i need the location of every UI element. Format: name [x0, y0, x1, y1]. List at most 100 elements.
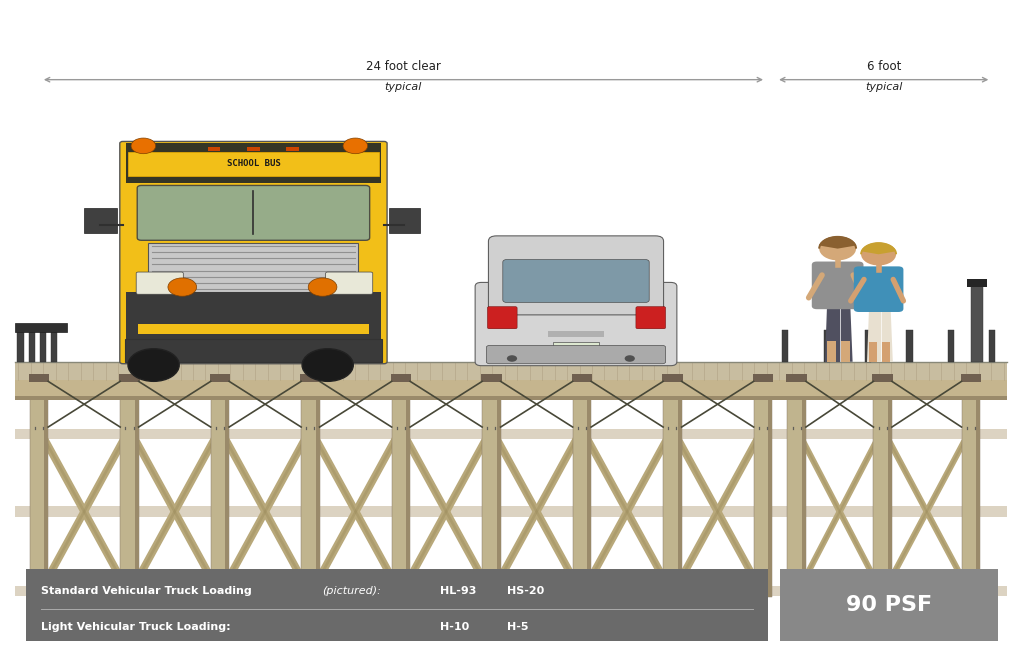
Circle shape — [131, 138, 156, 153]
Bar — [29, 326, 35, 362]
Bar — [211, 380, 229, 597]
Text: Standard Vehicular Truck Loading: Standard Vehicular Truck Loading — [41, 586, 252, 596]
Text: 6 foot: 6 foot — [866, 60, 901, 73]
Wedge shape — [819, 236, 856, 249]
Bar — [126, 144, 381, 183]
Bar — [873, 380, 892, 597]
Bar — [482, 380, 501, 597]
Bar — [841, 341, 850, 362]
FancyBboxPatch shape — [136, 272, 183, 295]
Bar — [548, 330, 604, 337]
Bar — [208, 147, 220, 151]
Bar — [823, 330, 829, 362]
Text: 90 PSF: 90 PSF — [846, 596, 933, 615]
Bar — [15, 378, 1007, 400]
Bar — [29, 374, 49, 382]
Bar — [967, 279, 987, 287]
Bar — [787, 380, 806, 597]
Circle shape — [128, 349, 179, 381]
FancyBboxPatch shape — [812, 261, 863, 309]
Bar — [663, 374, 683, 382]
Bar — [134, 380, 138, 597]
Bar — [390, 374, 411, 382]
Bar — [971, 283, 983, 362]
Bar — [51, 326, 57, 362]
Bar — [210, 374, 230, 382]
Bar — [753, 374, 773, 382]
Bar — [976, 380, 980, 597]
Bar — [15, 323, 67, 332]
Bar — [26, 569, 768, 641]
FancyBboxPatch shape — [475, 282, 677, 366]
Bar — [664, 380, 682, 597]
Bar — [300, 374, 321, 382]
Circle shape — [343, 138, 368, 153]
Bar — [30, 380, 48, 597]
Bar — [15, 507, 1007, 517]
Bar — [989, 330, 995, 362]
Text: (pictured):: (pictured): — [323, 586, 381, 596]
Bar — [248, 147, 260, 151]
Bar — [15, 586, 1007, 596]
FancyBboxPatch shape — [488, 236, 664, 315]
Text: typical: typical — [385, 82, 422, 91]
FancyBboxPatch shape — [486, 345, 666, 364]
Bar — [786, 374, 807, 382]
Bar — [315, 380, 319, 597]
Bar — [768, 380, 772, 597]
Bar — [301, 380, 319, 597]
FancyBboxPatch shape — [120, 142, 387, 364]
Circle shape — [308, 278, 337, 296]
Bar — [827, 341, 836, 362]
Bar — [391, 380, 410, 597]
Bar — [865, 330, 871, 362]
Bar — [553, 342, 598, 354]
Wedge shape — [861, 242, 896, 254]
Bar — [754, 380, 772, 597]
FancyBboxPatch shape — [503, 259, 649, 302]
Text: HS-20: HS-20 — [507, 586, 544, 596]
FancyBboxPatch shape — [326, 272, 373, 295]
FancyBboxPatch shape — [487, 307, 517, 329]
Text: 24 foot clear: 24 foot clear — [366, 60, 441, 73]
Bar — [678, 380, 682, 597]
Text: H-10: H-10 — [440, 622, 470, 632]
Bar — [17, 326, 24, 362]
Bar — [389, 208, 420, 232]
Bar — [40, 326, 46, 362]
Bar — [481, 374, 502, 382]
Text: SCHOOL BUS: SCHOOL BUS — [226, 159, 281, 168]
Bar — [572, 380, 591, 597]
Bar — [872, 374, 893, 382]
Bar — [948, 330, 954, 362]
Text: typical: typical — [865, 82, 902, 91]
Bar — [15, 429, 1007, 439]
Bar — [868, 342, 878, 362]
Bar — [44, 380, 48, 597]
Bar — [119, 374, 139, 382]
Circle shape — [507, 355, 517, 362]
Bar — [782, 330, 788, 362]
Circle shape — [302, 349, 353, 381]
Circle shape — [819, 237, 856, 261]
FancyBboxPatch shape — [636, 307, 666, 329]
Bar — [802, 380, 806, 597]
Circle shape — [861, 243, 896, 266]
Polygon shape — [841, 306, 853, 362]
Bar — [125, 340, 382, 362]
Polygon shape — [882, 309, 893, 362]
Polygon shape — [825, 306, 840, 362]
Bar — [906, 330, 912, 362]
Bar — [587, 380, 591, 597]
Bar — [120, 380, 138, 597]
Bar — [961, 374, 981, 382]
Bar — [497, 380, 501, 597]
FancyBboxPatch shape — [137, 185, 370, 240]
Bar — [780, 569, 998, 641]
Circle shape — [168, 278, 197, 296]
Text: H-5: H-5 — [507, 622, 528, 632]
Bar — [882, 342, 890, 362]
Bar — [287, 147, 299, 151]
Circle shape — [625, 355, 635, 362]
Bar — [15, 362, 1007, 380]
